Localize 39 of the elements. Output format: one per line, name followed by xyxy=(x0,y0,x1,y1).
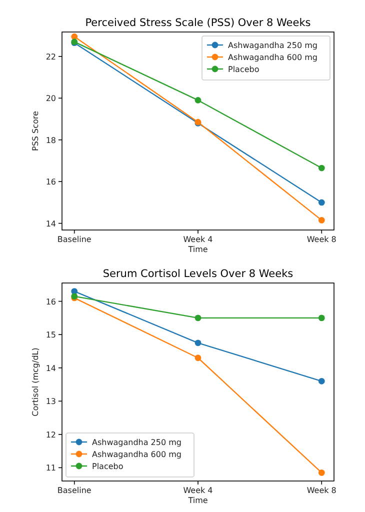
legend-label: Placebo xyxy=(228,65,260,74)
y-tick-label: 15 xyxy=(46,330,56,340)
x-axis-title: Time xyxy=(187,496,208,505)
point xyxy=(318,199,325,206)
y-axis-title: Cortisol (mcg/dL) xyxy=(31,348,40,416)
x-tick-label: Week 4 xyxy=(183,235,213,244)
point xyxy=(194,354,202,362)
y-tick-label: 18 xyxy=(46,136,56,145)
point xyxy=(318,378,325,384)
y-tick-label: 14 xyxy=(46,219,56,228)
legend-label: Ashwagandha 250 mg xyxy=(92,438,182,447)
x-tick-label: Week 8 xyxy=(306,235,336,244)
legend-label: Ashwagandha 600 mg xyxy=(228,53,318,62)
y-tick-label: 12 xyxy=(46,430,56,440)
point xyxy=(318,216,325,224)
point xyxy=(318,164,325,172)
y-tick-label: 14 xyxy=(46,364,56,373)
y-axis-title: PSS Score xyxy=(31,110,40,151)
y-tick-label: 13 xyxy=(46,397,56,406)
point xyxy=(318,314,325,322)
point xyxy=(194,314,202,322)
y-tick-label: 22 xyxy=(46,52,56,62)
y-tick-label: 16 xyxy=(46,178,56,187)
legend-label: Placebo xyxy=(92,462,124,471)
y-tick-label: 20 xyxy=(46,94,56,104)
y-tick-label: 11 xyxy=(46,464,56,473)
point xyxy=(194,97,202,104)
point xyxy=(194,340,202,346)
x-tick-label: Week 4 xyxy=(183,486,213,495)
x-tick-label: Baseline xyxy=(57,235,92,244)
point xyxy=(318,469,325,476)
x-tick-label: Baseline xyxy=(57,486,92,495)
x-axis-title: Time xyxy=(187,245,208,254)
chart-title: Perceived Stress Scale (PSS) Over 8 Weeks xyxy=(85,17,311,29)
y-tick-label: 16 xyxy=(46,297,56,306)
chart-title: Serum Cortisol Levels Over 8 Weeks xyxy=(102,268,294,280)
legend-label: Ashwagandha 250 mg xyxy=(228,41,318,50)
x-tick-label: Week 8 xyxy=(306,486,336,495)
legend-label: Ashwagandha 600 mg xyxy=(92,450,182,459)
